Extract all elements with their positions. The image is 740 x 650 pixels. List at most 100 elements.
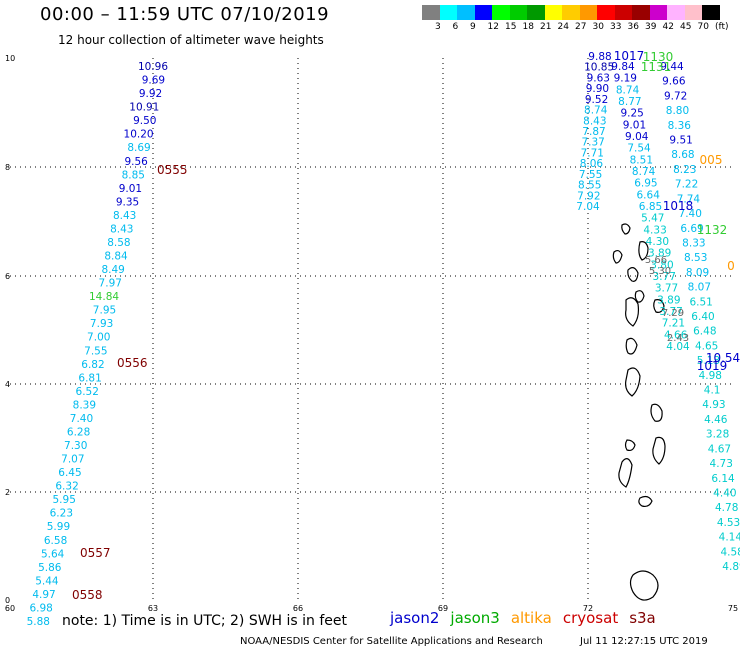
swh-label: 9.01 <box>119 183 142 195</box>
swh-label: 8.53 <box>684 252 707 264</box>
y-tick-label: 8 <box>5 163 10 172</box>
swh-label: 4.33 <box>643 224 666 236</box>
swh-label: 4.98 <box>699 370 722 382</box>
x-tick-label: 60 <box>5 604 15 613</box>
island-outlines <box>612 223 666 601</box>
swh-label: 10.20 <box>124 129 154 141</box>
x-tick-label: 63 <box>148 604 158 613</box>
satellite-legend-item: jason3 <box>450 609 500 627</box>
swh-label: 7.55 <box>579 169 602 181</box>
pass-time-label: 005 <box>700 153 723 167</box>
pass-time-label: 1019 <box>697 359 728 373</box>
swh-label: 7.40 <box>679 208 702 220</box>
island-outline <box>624 439 636 452</box>
swh-label: 6.48 <box>693 326 716 338</box>
generated-timestamp: Jul 11 12:27:15 UTC 2019 <box>580 636 708 647</box>
legend-label: 27 <box>575 22 587 32</box>
swh-label: 8.74 <box>632 166 656 178</box>
swh-label: 4.58 <box>720 546 740 558</box>
swh-label: 8.51 <box>630 154 653 166</box>
island-outline <box>625 297 640 327</box>
swh-label: 6.58 <box>44 535 67 547</box>
legend-label: 9 <box>470 22 476 32</box>
swh-label: 7.93 <box>90 318 113 330</box>
island-outline <box>638 495 653 508</box>
color-legend <box>422 5 720 20</box>
swh-label: 5.64 <box>41 548 65 560</box>
swh-label: 3.28 <box>706 429 729 441</box>
swh-label: 7.29 <box>662 308 684 319</box>
swh-label: 8.33 <box>682 237 705 249</box>
swh-label: 6.23 <box>50 508 73 520</box>
swh-label: 10.91 <box>129 102 159 114</box>
pass-time-label: 10.54 <box>706 351 740 365</box>
swh-label: 4.53 <box>717 517 740 529</box>
swh-label: 9.92 <box>139 88 162 100</box>
swh-label: 8.36 <box>668 120 692 132</box>
swh-label: 14.84 <box>89 291 119 303</box>
swh-label: 7.87 <box>582 126 605 138</box>
legend-swatch <box>492 5 510 20</box>
swh-label: 9.90 <box>586 83 609 95</box>
swh-label: 9.56 <box>124 156 148 168</box>
legend-swatch <box>667 5 685 20</box>
pass-time-label: 0557 <box>80 546 111 560</box>
satellite-legend-item: jason2 <box>390 609 440 627</box>
swh-label: 4.89 <box>722 561 740 573</box>
swh-label: 8.74 <box>616 84 640 96</box>
legend-swatch <box>702 5 720 20</box>
track-4-labels: 9.44 9.66 9.72 8.80 8.36 9.51 8.68 8.23 7.22 7.74… <box>660 61 740 573</box>
legend-label: 33 <box>610 22 622 32</box>
track-2-labels: 9.8810.859.639.909.528.748.437.877.377.7… <box>576 51 614 213</box>
swh-label: 4.40 <box>713 487 736 499</box>
swh-label: 8.23 <box>673 164 696 176</box>
pass-time-label: 0556 <box>117 356 148 370</box>
swh-label: 3.77 <box>659 306 682 318</box>
legend-swatch <box>544 5 562 20</box>
swh-label: 7.97 <box>99 278 122 290</box>
island-outline <box>625 337 638 355</box>
island-outline <box>638 241 649 261</box>
color-legend-labels: 3 6 9 12 15 18 21 24 27 30 33 36 39 42 45 70 (ft) <box>422 22 740 34</box>
swh-label: 9.69 <box>142 75 165 87</box>
page-title: 00:00 – 11:59 UTC 07/10/2019 <box>40 4 330 25</box>
y-tick-label: 0 <box>5 596 10 605</box>
swh-label: 3.89 <box>648 248 671 260</box>
map-grid <box>10 58 733 600</box>
y-tick-label: 10 <box>5 54 15 63</box>
swh-label: 8.39 <box>73 399 96 411</box>
legend-label: 24 <box>557 22 569 32</box>
satellite-legend-item: cryosat <box>562 609 619 627</box>
swh-label: 6.28 <box>67 426 90 438</box>
legend-label: 45 <box>680 22 692 32</box>
swh-label: 5.44 <box>35 575 59 587</box>
swh-label: 8.74 <box>584 105 608 117</box>
swh-label: 5.47 <box>641 213 664 225</box>
island-outline <box>621 223 631 235</box>
swh-label: 9.84 <box>611 61 635 73</box>
swh-label: 9.44 <box>660 61 684 73</box>
swh-label: 6.98 <box>29 602 52 614</box>
island-outline <box>650 403 663 422</box>
legend-label: 3 <box>435 22 441 32</box>
legend-label: 21 <box>540 22 552 32</box>
legend-swatch <box>597 5 615 20</box>
island-outline <box>634 290 645 303</box>
swh-label: 6.95 <box>634 178 657 190</box>
swh-label: 6.85 <box>639 201 662 213</box>
island-outline <box>629 570 659 601</box>
swh-label: 7.21 <box>662 318 685 330</box>
swh-label: 9.51 <box>669 135 692 147</box>
swh-label: 3.77 <box>655 283 678 295</box>
swh-label: 7.07 <box>61 454 84 466</box>
legend-swatch <box>614 5 632 20</box>
swh-label: 4.97 <box>32 589 55 601</box>
swh-label: 6.14 <box>711 473 735 485</box>
legend-label: 12 <box>487 22 499 32</box>
swh-label: 9.04 <box>625 131 649 143</box>
swh-label: 6.45 <box>58 467 81 479</box>
swh-label: 7.55 <box>84 345 107 357</box>
island-outline <box>653 299 665 313</box>
